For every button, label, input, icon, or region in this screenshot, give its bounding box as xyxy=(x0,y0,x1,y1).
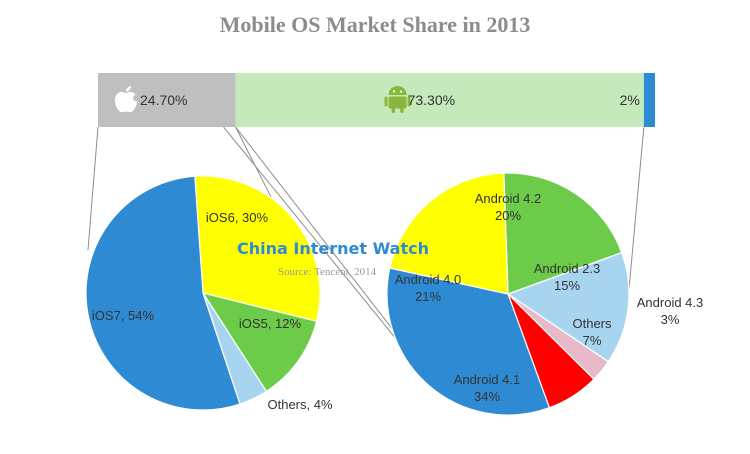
slice-android-4-2 xyxy=(503,172,623,295)
apple-logo-icon xyxy=(114,86,140,113)
bar-label-other: 2% xyxy=(620,92,640,108)
slice-label-others: Others, 4% xyxy=(267,397,332,412)
slice-android-2-3 xyxy=(506,251,630,363)
slice-ios5 xyxy=(201,292,318,393)
connector-line xyxy=(223,126,398,341)
slice-label-android-4-0: Android 4.0 21% xyxy=(395,272,462,304)
slice-label-others: Others 7% xyxy=(572,316,612,348)
slice-label-android-4-2: Android 4.2 20% xyxy=(475,191,542,223)
watermark-source: Source: Tencent, 2014 xyxy=(278,266,377,278)
slice-android-4-1 xyxy=(386,267,551,416)
bar-segment-android xyxy=(235,73,644,127)
watermark-brand: China Internet Watch xyxy=(237,239,429,258)
connector-line xyxy=(87,126,99,251)
android-robot-icon xyxy=(384,86,411,113)
slice-label-android-2-3: Android 2.3 15% xyxy=(534,261,601,293)
chart-title: Mobile OS Market Share in 2013 xyxy=(220,12,531,37)
bar-label-android: 73.30% xyxy=(408,92,455,108)
slice-label-android-4-3: Android 4.3 3% xyxy=(637,295,704,327)
connector-line xyxy=(627,126,645,301)
bar-label-ios: 24.70% xyxy=(140,92,187,108)
slice-label-ios7: iOS7, 54% xyxy=(92,308,155,323)
slice-label-android-4-1: Android 4.1 34% xyxy=(454,372,521,404)
slice-android-4-0 xyxy=(389,172,509,295)
market-share-bar: 24.70% 73.30% 2% xyxy=(98,73,655,127)
ios-pie: iOS6, 30% iOS5, 12% Others, 4% iOS7, 54% xyxy=(85,175,333,412)
connector-line xyxy=(235,126,398,336)
watermark: China Internet Watch Source: Tencent, 20… xyxy=(237,239,429,278)
slice-ios6 xyxy=(194,175,321,323)
slice-ios7 xyxy=(85,175,241,411)
slice-label-ios5: iOS5, 12% xyxy=(239,316,302,331)
slice-label-ios6: iOS6, 30% xyxy=(206,210,269,225)
bar-segment-other xyxy=(643,73,655,127)
android-pie: Android 4.2 20% Android 2.3 15% Android 4.3 3… xyxy=(386,172,704,416)
